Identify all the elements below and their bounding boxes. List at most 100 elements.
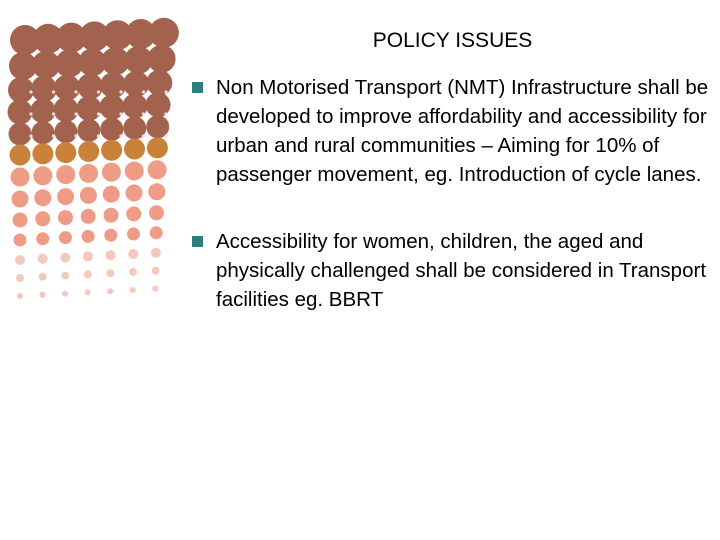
decorative-dot — [128, 249, 139, 259]
decorative-dot — [76, 95, 102, 121]
decorative-dot — [148, 183, 166, 201]
decorative-speck — [141, 112, 146, 116]
decorative-dot — [106, 269, 115, 278]
decorative-speck — [51, 112, 56, 116]
decorative-dot — [31, 121, 55, 145]
decorative-dot — [147, 160, 167, 180]
decorative-dot — [9, 52, 37, 80]
decorative-dot — [10, 167, 30, 187]
decorative-dot — [146, 115, 170, 139]
decorative-dot — [17, 293, 23, 299]
decorative-speck — [29, 134, 33, 138]
decorative-dot — [37, 253, 48, 264]
decorative-dot-pattern — [7, 17, 179, 299]
decorative-dot — [13, 233, 27, 247]
decorative-dot — [123, 116, 147, 140]
decorative-dot — [79, 186, 97, 204]
decorative-speck — [119, 112, 123, 116]
decorative-dot — [81, 229, 95, 243]
decorative-dot — [102, 185, 120, 203]
decorative-dot — [30, 98, 56, 124]
decorative-dot — [56, 22, 87, 53]
decorative-dot — [58, 231, 72, 245]
decorative-speck — [96, 112, 101, 116]
decorative-dot — [146, 69, 173, 96]
bullet-item-nmt-infrastructure: Non Motorised Transport (NMT) Infrastruc… — [190, 73, 715, 189]
decorative-dot — [31, 75, 58, 102]
decorative-dot — [62, 290, 69, 297]
decorative-dot — [99, 94, 125, 120]
decorative-dot — [33, 23, 64, 54]
decorative-dot — [7, 99, 33, 125]
decorative-dot — [82, 251, 93, 262]
decorative-dot — [101, 162, 121, 182]
decorative-dot — [149, 205, 164, 221]
decorative-dot — [145, 92, 171, 118]
decorative-dot — [11, 190, 29, 208]
decorative-dot — [129, 268, 137, 276]
decorative-dot — [150, 247, 161, 258]
decorative-dot — [78, 48, 107, 77]
decorative-dot — [107, 288, 114, 295]
decorative-dot — [55, 49, 84, 78]
decorative-dot — [124, 161, 144, 181]
decorative-dot — [126, 206, 142, 222]
decorative-dot — [104, 228, 118, 242]
decorative-dot — [39, 291, 46, 298]
decorative-dot — [34, 189, 52, 207]
decorative-dot — [124, 46, 153, 74]
decorative-dot — [32, 50, 61, 79]
decorative-dot — [79, 21, 110, 52]
decorative-dot — [54, 74, 81, 101]
decorative-speck — [74, 112, 78, 116]
decorative-dot — [61, 271, 70, 280]
decorative-dot — [122, 93, 148, 119]
decorative-dot — [9, 144, 31, 166]
square-bullet-icon — [192, 82, 203, 93]
bullet-text: Non Motorised Transport (NMT) Infrastruc… — [216, 76, 709, 186]
decorative-dot — [100, 72, 127, 99]
decorative-dot — [15, 255, 25, 265]
decorative-dot — [35, 211, 51, 227]
decorative-dot — [151, 266, 160, 275]
decorative-speck — [96, 90, 101, 94]
decorative-dot — [84, 289, 91, 296]
decorative-dot — [8, 122, 32, 146]
decorative-speck — [29, 112, 33, 116]
decorative-speck — [164, 134, 168, 138]
decorative-speck — [29, 90, 33, 94]
decorative-speck — [164, 112, 168, 116]
decorative-dot — [77, 118, 101, 142]
decorative-dot — [55, 142, 77, 164]
decorative-dot — [125, 184, 143, 202]
decorative-speck — [51, 90, 56, 94]
decorative-dot — [152, 285, 159, 292]
decorative-dot — [38, 272, 47, 281]
decorative-speck — [74, 134, 78, 138]
decorative-speck — [51, 134, 56, 138]
decorative-dot — [101, 47, 130, 76]
decorative-dot — [77, 73, 104, 100]
decorative-dot — [78, 140, 100, 162]
decorative-speck — [74, 90, 78, 94]
decorative-dot — [53, 97, 79, 123]
decorative-dot — [36, 232, 50, 246]
decorative-speck — [119, 90, 123, 94]
decorative-dot — [80, 208, 96, 224]
decorative-dot — [101, 139, 123, 161]
decorative-speck — [119, 134, 123, 138]
decorative-speck — [141, 90, 146, 94]
decorative-dot — [60, 252, 71, 263]
decorative-dot — [124, 138, 145, 160]
bullet-list: Non Motorised Transport (NMT) Infrastruc… — [190, 73, 715, 352]
decorative-speck — [96, 134, 101, 138]
decorative-dot — [10, 25, 40, 55]
decorative-dot — [79, 163, 99, 183]
decorative-dot — [148, 17, 179, 48]
decorative-dot — [32, 143, 54, 165]
decorative-dot — [129, 287, 136, 293]
bullet-text: Accessibility for women, children, the a… — [216, 230, 707, 311]
decorative-speck — [141, 134, 146, 138]
decorative-dot — [58, 210, 73, 226]
decorative-dot — [16, 274, 24, 282]
